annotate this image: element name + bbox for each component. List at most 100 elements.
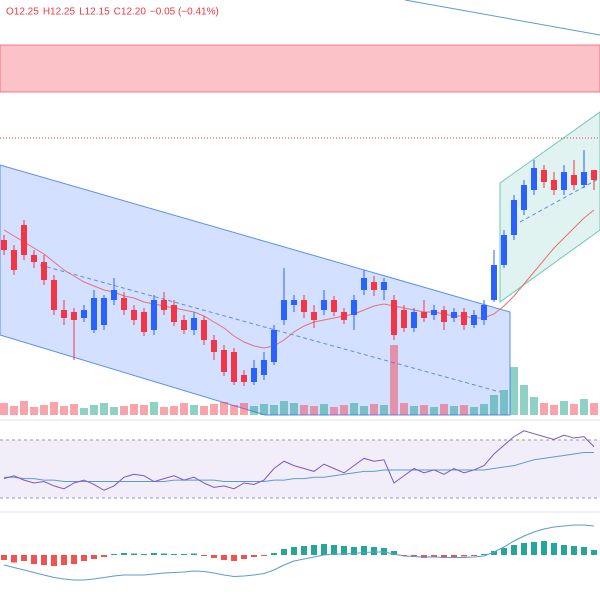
candle-body xyxy=(1,240,7,250)
volume-bar xyxy=(430,407,438,415)
volume-bar xyxy=(230,405,238,415)
candle-body xyxy=(361,278,367,290)
candle-body xyxy=(451,312,457,318)
volume-bar xyxy=(510,367,518,415)
volume-bar xyxy=(380,405,388,415)
volume-bar xyxy=(30,407,38,415)
ohlc-value: O12.25 xyxy=(6,7,39,18)
candle-body xyxy=(421,312,427,318)
volume-bar xyxy=(310,406,318,415)
candle-body xyxy=(521,185,527,210)
volume-bar xyxy=(360,406,368,415)
candle-body xyxy=(511,200,517,235)
candle-body xyxy=(151,300,157,330)
volume-bar xyxy=(480,404,488,415)
macd-bar xyxy=(201,555,207,556)
down-channel xyxy=(0,164,511,416)
macd-bar xyxy=(121,553,127,555)
candle-body xyxy=(221,350,227,372)
volume-bar xyxy=(130,404,138,415)
volume-bar xyxy=(570,404,578,415)
macd-bar xyxy=(551,543,557,555)
macd-bar xyxy=(331,545,337,555)
volume-bar xyxy=(100,403,108,415)
macd-bar xyxy=(1,555,7,560)
candle-body xyxy=(11,250,17,270)
volume-bar xyxy=(110,407,118,415)
candle-body xyxy=(241,375,247,382)
macd-bar xyxy=(461,555,467,557)
volume-bar xyxy=(170,406,178,415)
macd-bar xyxy=(301,546,307,555)
macd-bar xyxy=(181,554,187,555)
volume-bar xyxy=(560,401,568,415)
macd-bar xyxy=(171,554,177,555)
ohlc-value: H12.25 xyxy=(43,7,76,18)
candle-body xyxy=(121,298,127,310)
volume-bar xyxy=(50,402,58,415)
macd-bar xyxy=(561,545,567,555)
macd-bar xyxy=(51,555,57,566)
volume-bar xyxy=(160,407,168,415)
volume-bar xyxy=(370,404,378,415)
candle-body xyxy=(201,320,207,340)
macd-bar xyxy=(371,547,377,555)
macd-bar xyxy=(531,542,537,555)
macd-bar xyxy=(131,553,137,555)
macd-bar xyxy=(191,553,197,555)
candle-body xyxy=(21,225,27,255)
candle-body xyxy=(341,312,347,320)
volume-bar xyxy=(500,390,508,415)
candle-body xyxy=(111,290,117,300)
candle-body xyxy=(551,180,557,190)
macd-bar xyxy=(41,555,47,565)
macd-bar xyxy=(471,555,477,556)
volume-bar xyxy=(320,404,328,415)
volume-bar xyxy=(10,406,18,415)
macd-bar xyxy=(511,545,517,555)
volume-bar xyxy=(550,405,558,415)
candle-body xyxy=(461,312,467,325)
volume-bar xyxy=(190,405,198,415)
volume-bar xyxy=(180,403,188,415)
candle-body xyxy=(131,310,137,320)
candle-body xyxy=(141,312,147,332)
candle-body xyxy=(181,320,187,330)
candle-body xyxy=(571,175,577,185)
volume-bar xyxy=(150,402,158,415)
ohlc-value: L12.15 xyxy=(79,7,110,18)
candle-body xyxy=(191,318,197,330)
volume-bar xyxy=(70,404,78,415)
volume-bar xyxy=(460,405,468,415)
candle-body xyxy=(211,340,217,352)
macd-line xyxy=(3,524,595,581)
volume-bar xyxy=(80,408,88,415)
macd-bar xyxy=(31,555,37,564)
candle-body xyxy=(471,315,477,325)
candle-body xyxy=(391,300,397,335)
macd-bar xyxy=(391,551,397,555)
macd-bar xyxy=(251,555,257,557)
macd-bar xyxy=(571,546,577,555)
candle-body xyxy=(411,312,417,328)
macd-bar xyxy=(101,555,107,557)
macd-bar xyxy=(341,546,347,555)
candle-body xyxy=(51,280,57,310)
candle-body xyxy=(481,305,487,320)
macd-bar xyxy=(501,548,507,555)
candle-body xyxy=(301,300,307,312)
volume-bar xyxy=(440,404,448,415)
macd-bar xyxy=(451,555,457,557)
moving-average xyxy=(3,209,595,349)
candle-body xyxy=(311,312,317,320)
macd-bar xyxy=(221,555,227,560)
rsi-ma-line xyxy=(4,452,594,483)
candle-body xyxy=(331,300,337,312)
candle-body xyxy=(591,170,597,180)
up-channel xyxy=(499,111,600,303)
candle-body xyxy=(381,282,387,290)
volume-bar xyxy=(410,406,418,415)
macd-bar xyxy=(241,555,247,559)
volume-bar xyxy=(120,406,128,415)
